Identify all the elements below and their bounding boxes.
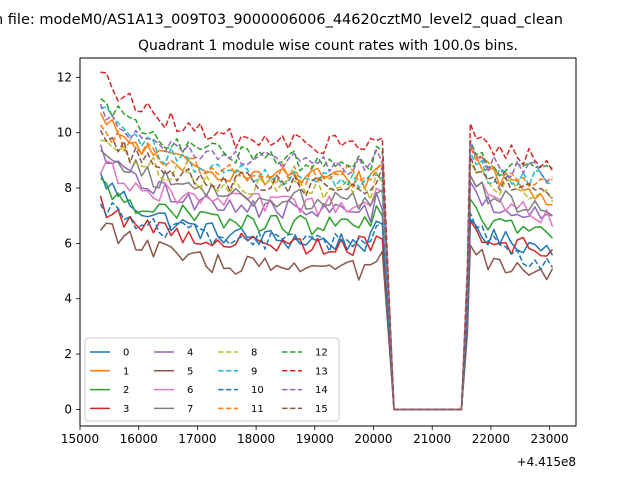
x-tick-label: 20000 xyxy=(354,432,392,446)
series-line-14 xyxy=(99,103,553,411)
y-tick-label: 2 xyxy=(64,347,72,361)
series-line-2 xyxy=(99,177,554,411)
x-tick-label: 23000 xyxy=(530,432,568,446)
series-line-9 xyxy=(100,105,553,411)
y-tick-label: 8 xyxy=(64,181,72,195)
figure-suptitle: n file: modeM0/AS1A13_009T03_9000006006_… xyxy=(0,12,563,28)
x-tick-label: 17000 xyxy=(178,432,216,446)
y-tick-label: 10 xyxy=(57,126,72,140)
y-tick-label: 12 xyxy=(57,70,72,84)
x-tick-label: 15000 xyxy=(61,432,99,446)
y-tick-label: 4 xyxy=(64,292,72,306)
legend-label-0: 0 xyxy=(123,348,129,359)
legend-label-6: 6 xyxy=(187,385,193,396)
y-tick-label: 6 xyxy=(64,236,72,250)
legend-label-9: 9 xyxy=(251,366,257,377)
legend-label-13: 13 xyxy=(315,366,328,377)
legend-label-5: 5 xyxy=(187,366,193,377)
series-layer xyxy=(99,71,554,411)
plot-frame xyxy=(79,57,577,427)
y-axis: 0 2 4 6 8 10 12 xyxy=(57,70,80,416)
x-axis: 15000 16000 17000 18000 19000 20000 21000 22000… xyxy=(61,426,569,446)
legend-label-11: 11 xyxy=(251,404,264,415)
legend-label-14: 14 xyxy=(315,385,328,396)
legend-label-15: 15 xyxy=(315,404,328,415)
legend-label-8: 8 xyxy=(251,348,257,359)
legend-label-7: 7 xyxy=(187,404,193,415)
x-tick-label: 18000 xyxy=(237,432,275,446)
series-line-7 xyxy=(99,149,553,411)
x-tick-label: 21000 xyxy=(413,432,451,446)
x-tick-label: 22000 xyxy=(472,432,510,446)
legend-box xyxy=(84,337,340,422)
x-offset-text: +4.415e8 xyxy=(517,455,576,469)
series-line-5 xyxy=(99,222,554,411)
series-line-12 xyxy=(100,97,553,411)
series-line-15 xyxy=(99,129,554,411)
series-line-6 xyxy=(99,160,554,411)
series-line-11 xyxy=(99,124,553,411)
x-tick-label: 16000 xyxy=(120,432,158,446)
chart-title: Quadrant 1 module wise count rates with … xyxy=(138,38,518,54)
legend-label-2: 2 xyxy=(123,385,129,396)
legend-label-4: 4 xyxy=(187,348,193,359)
legend-label-10: 10 xyxy=(251,385,264,396)
x-tick-label: 19000 xyxy=(296,432,334,446)
legend-label-1: 1 xyxy=(123,366,129,377)
legend-label-3: 3 xyxy=(123,404,129,415)
y-tick-label: 0 xyxy=(64,402,72,416)
series-line-10 xyxy=(99,201,554,411)
series-line-0 xyxy=(99,172,554,411)
series-line-8 xyxy=(100,139,554,411)
legend-label-12: 12 xyxy=(315,348,328,359)
